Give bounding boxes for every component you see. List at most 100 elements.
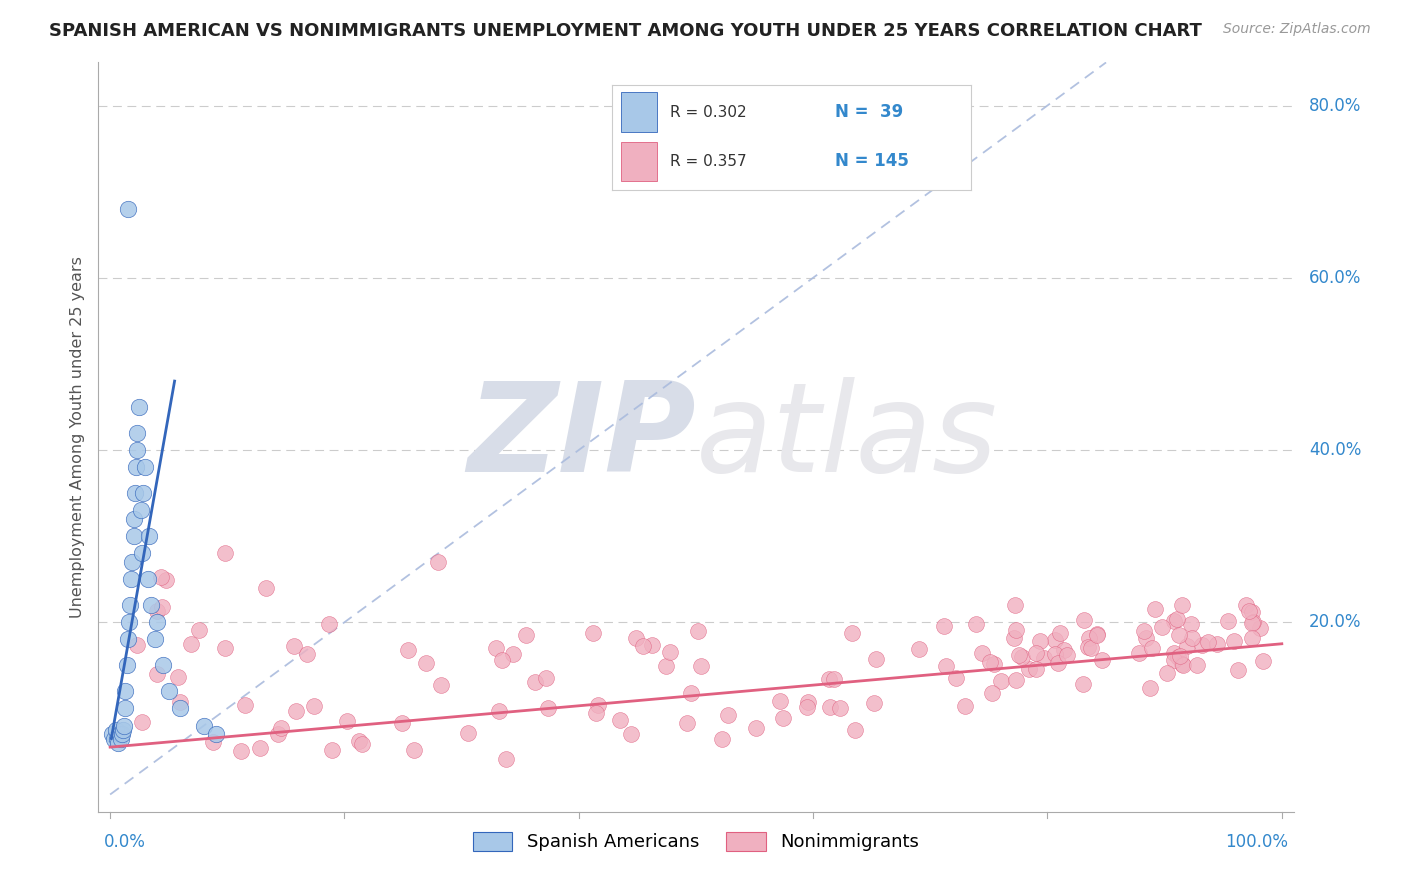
Point <box>214 640 236 655</box>
Point <box>1163 653 1185 667</box>
Legend: Spanish Americans, Nonimmigrants: Spanish Americans, Nonimmigrants <box>472 831 920 851</box>
Point <box>1180 632 1202 646</box>
Point <box>769 693 792 707</box>
Point <box>131 546 153 560</box>
Point <box>745 722 768 736</box>
Point <box>524 674 547 689</box>
Text: 100.0%: 100.0% <box>1225 833 1288 851</box>
Point <box>103 731 125 746</box>
Point <box>1168 628 1191 642</box>
Point <box>150 570 173 584</box>
Point <box>1206 637 1229 651</box>
Point <box>204 727 226 741</box>
Point <box>127 442 149 457</box>
Point <box>105 723 128 737</box>
Text: 60.0%: 60.0% <box>1309 268 1361 286</box>
Point <box>193 718 215 732</box>
Point <box>1237 604 1260 618</box>
Point <box>167 670 190 684</box>
Point <box>1180 616 1202 631</box>
Point <box>121 555 143 569</box>
Point <box>1140 640 1163 655</box>
Point <box>1077 640 1099 655</box>
Point <box>1240 615 1263 630</box>
Point <box>1175 639 1198 653</box>
Point <box>1156 665 1178 680</box>
Point <box>1128 646 1150 660</box>
Point <box>676 716 699 731</box>
Point <box>932 619 955 633</box>
Point <box>295 647 318 661</box>
Point <box>495 752 517 766</box>
Text: ZIP: ZIP <box>467 376 696 498</box>
Point <box>249 740 271 755</box>
Point <box>129 503 152 517</box>
Point <box>502 647 524 661</box>
Point <box>1167 649 1189 664</box>
Point <box>515 628 537 642</box>
Point <box>180 637 202 651</box>
Point <box>402 743 425 757</box>
Point <box>1218 614 1240 628</box>
Point <box>107 736 129 750</box>
Point <box>484 640 506 655</box>
Point <box>1056 648 1078 662</box>
Point <box>352 737 374 751</box>
Point <box>335 714 357 729</box>
Point <box>141 598 163 612</box>
Point <box>688 624 710 638</box>
Point <box>118 615 141 630</box>
Point <box>1071 677 1094 691</box>
Point <box>117 632 139 647</box>
Point <box>127 425 149 440</box>
Point <box>169 695 191 709</box>
Point <box>457 725 479 739</box>
Point <box>1085 627 1108 641</box>
Point <box>1018 662 1040 676</box>
Point <box>965 616 987 631</box>
Point <box>990 673 1012 688</box>
Point <box>1133 624 1156 638</box>
Text: 0.0%: 0.0% <box>104 833 146 851</box>
Point <box>105 731 128 746</box>
Point <box>844 723 866 737</box>
Point <box>841 625 863 640</box>
Point <box>908 642 931 657</box>
Point <box>202 734 225 748</box>
Y-axis label: Unemployment Among Youth under 25 years: Unemployment Among Youth under 25 years <box>69 256 84 618</box>
Point <box>1240 605 1263 619</box>
Point <box>1080 640 1102 655</box>
Point <box>823 673 845 687</box>
Point <box>1025 662 1047 676</box>
Point <box>865 652 887 666</box>
Point <box>582 626 605 640</box>
Point <box>396 642 419 657</box>
Point <box>233 698 256 712</box>
Point <box>534 671 557 685</box>
Point <box>1187 657 1209 672</box>
Point <box>1005 623 1028 637</box>
Point <box>1163 646 1185 660</box>
Point <box>979 655 1001 669</box>
Point <box>155 574 177 588</box>
Point <box>110 731 132 746</box>
Point <box>1029 633 1052 648</box>
Text: 80.0%: 80.0% <box>1309 96 1361 114</box>
Point <box>953 699 976 714</box>
Point <box>131 715 153 730</box>
Point <box>427 555 450 569</box>
Point <box>108 727 131 741</box>
Point <box>828 700 851 714</box>
Point <box>491 652 513 666</box>
Point <box>134 460 156 475</box>
Point <box>120 572 142 586</box>
Point <box>1249 621 1271 635</box>
Point <box>586 698 609 712</box>
Point <box>122 529 145 543</box>
Point <box>1005 673 1028 687</box>
Point <box>125 460 148 475</box>
Point <box>146 615 169 630</box>
Text: SPANISH AMERICAN VS NONIMMIGRANTS UNEMPLOYMENT AMONG YOUTH UNDER 25 YEARS CORREL: SPANISH AMERICAN VS NONIMMIGRANTS UNEMPL… <box>49 22 1202 40</box>
Point <box>1085 628 1108 642</box>
Point <box>1197 635 1219 649</box>
